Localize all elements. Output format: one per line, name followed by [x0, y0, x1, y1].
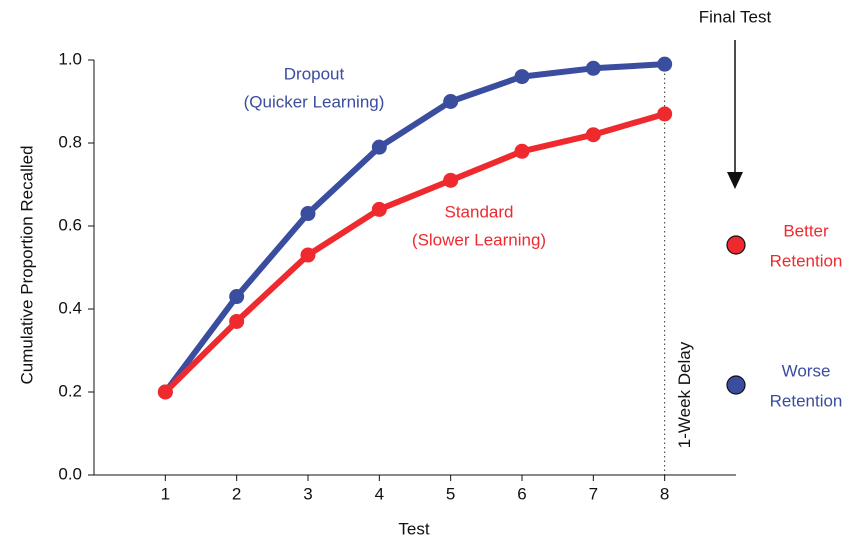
point	[514, 69, 530, 85]
series-label: Dropout	[284, 64, 345, 83]
point	[229, 289, 245, 305]
point	[443, 94, 459, 109]
point	[371, 201, 387, 217]
point	[657, 106, 673, 122]
x-tick-label: 8	[660, 484, 669, 503]
point	[585, 60, 601, 76]
point	[300, 206, 316, 222]
point	[443, 172, 459, 188]
x-tick-label: 3	[303, 484, 312, 503]
point	[300, 247, 316, 263]
retention-marker	[726, 235, 746, 255]
point	[657, 56, 673, 72]
y-tick-label: 0.0	[58, 464, 82, 483]
x-axis-label: Test	[398, 519, 429, 538]
series-line	[163, 111, 666, 395]
y-tick-label: 1.0	[58, 49, 82, 68]
y-tick-label: 0.8	[58, 132, 82, 151]
retention-label: Better	[783, 221, 829, 240]
series-description: (Quicker Learning)	[244, 92, 385, 111]
y-axis-label: Cumulative Proportion Recalled	[17, 145, 36, 384]
point	[229, 313, 245, 329]
x-tick-label: 1	[161, 484, 170, 503]
retention-marker	[726, 375, 746, 395]
point	[585, 127, 601, 143]
point	[514, 143, 530, 159]
retention-label: Retention	[770, 391, 843, 410]
series-line	[162, 61, 665, 394]
x-tick-label: 2	[232, 484, 241, 503]
delay-label: 1-Week Delay	[675, 341, 694, 448]
arrow-head	[727, 172, 743, 189]
point	[371, 139, 387, 155]
final-test-label: Final Test	[699, 7, 772, 26]
x-tick-label: 4	[375, 484, 384, 503]
x-tick-label: 6	[517, 484, 526, 503]
y-tick-label: 0.4	[58, 298, 82, 317]
x-tick-label: 5	[446, 484, 455, 503]
series-description: (Slower Learning)	[412, 230, 546, 249]
y-tick-label: 0.2	[58, 381, 82, 400]
series-label: Standard	[445, 202, 514, 221]
y-tick-label: 0.6	[58, 215, 82, 234]
retention-label: Worse	[782, 361, 831, 380]
retention-label: Retention	[770, 251, 843, 270]
x-tick-label: 7	[589, 484, 598, 503]
point	[157, 384, 173, 400]
